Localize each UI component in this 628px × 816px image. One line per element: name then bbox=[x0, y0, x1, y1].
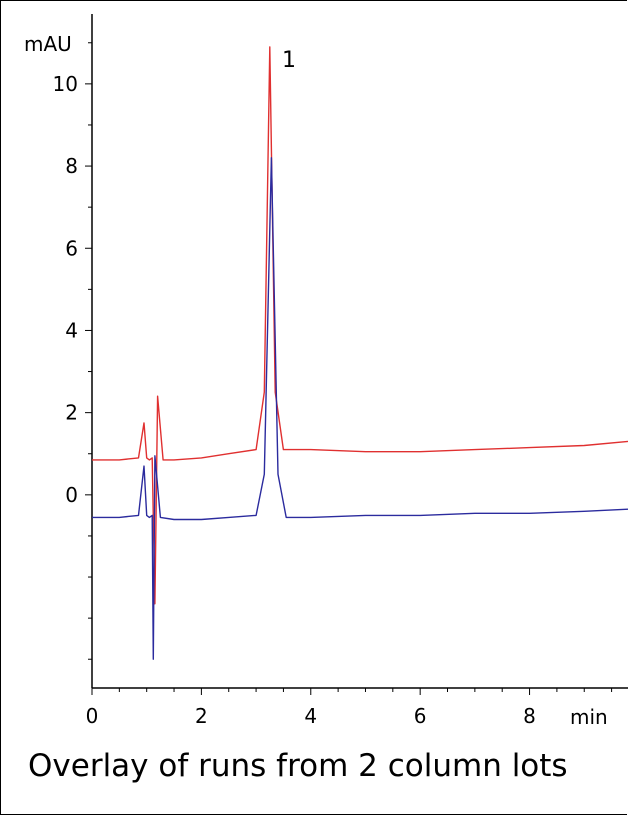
y-axis-label: mAU bbox=[24, 32, 72, 56]
y-tick-label: 8 bbox=[65, 154, 78, 178]
axes: 0 2 4 6 8 10 0 2 4 6 8 bbox=[53, 14, 628, 728]
y-tick-label: 10 bbox=[53, 72, 78, 96]
series-line-1 bbox=[92, 46, 628, 605]
x-tick-label: 0 bbox=[86, 704, 99, 728]
series-line-2 bbox=[92, 157, 628, 660]
plot-area: 1 bbox=[92, 46, 628, 660]
x-tick-label: 4 bbox=[304, 704, 317, 728]
x-tick-label: 8 bbox=[523, 704, 536, 728]
x-tick-label: 2 bbox=[195, 704, 208, 728]
y-tick-label: 0 bbox=[65, 483, 78, 507]
y-tick-label: 4 bbox=[65, 318, 78, 342]
peak-label: 1 bbox=[282, 48, 296, 73]
x-tick-label: 6 bbox=[414, 704, 427, 728]
y-tick-label: 2 bbox=[65, 401, 78, 425]
x-axis-label: min bbox=[570, 705, 608, 729]
y-tick-label: 6 bbox=[65, 236, 78, 260]
chart-title: Overlay of runs from 2 column lots bbox=[28, 748, 568, 784]
